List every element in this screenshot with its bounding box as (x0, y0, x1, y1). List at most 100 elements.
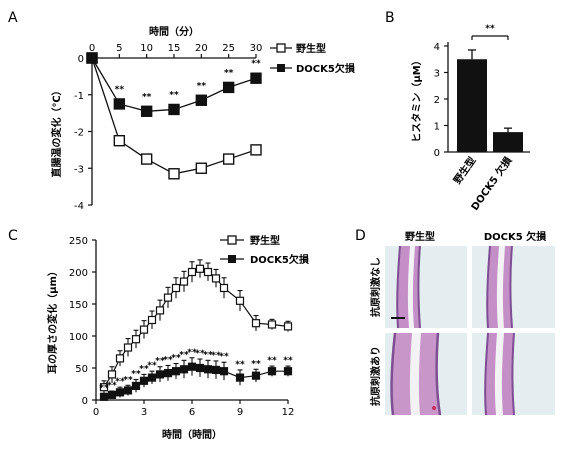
data-point (283, 367, 293, 376)
panel-d-row-label-stim: 抗原刺激あり (369, 346, 382, 406)
significance-marker: ** (115, 85, 125, 95)
data-point (163, 369, 173, 378)
data-point (131, 381, 141, 391)
data-point (251, 319, 261, 328)
panel-d-col-label-wt: 野生型 (405, 230, 435, 243)
panel-c-legend: 野生型 DOCK5欠損 (220, 234, 310, 266)
data-point (235, 296, 245, 305)
panel-a-chart: 0 5 10 15 20 25 30 0 -1 -2 -3 -4 時間（分） 直腸温の変化（℃） ** ** *… (50, 25, 262, 212)
significance-marker: ** (197, 81, 207, 91)
data-point (113, 98, 126, 110)
significance-marker: ** (203, 350, 213, 360)
data-point (140, 105, 153, 117)
data-point (267, 367, 277, 376)
data-point (168, 103, 180, 116)
bar (493, 132, 523, 152)
significance-marker: ** (171, 354, 181, 364)
panel-letter-a: A (8, 10, 18, 26)
y-tick-label: 0 (434, 148, 440, 159)
significance-marker: ** (123, 375, 133, 385)
data-point (123, 343, 133, 352)
data-point (235, 373, 245, 382)
significance-marker: ** (211, 351, 221, 361)
x-tick-label: 0 (93, 407, 99, 418)
y-tick-label: 200 (69, 268, 88, 279)
data-point (115, 354, 125, 363)
data-point (195, 264, 205, 273)
x-tick-label: 9 (237, 407, 243, 418)
significance-marker: ** (142, 92, 152, 102)
data-point (211, 365, 221, 375)
y-tick-label: 1 (434, 122, 440, 133)
y-tick-label: 50 (75, 364, 88, 375)
significance-marker: ** (187, 348, 197, 358)
significance-marker: ** (99, 384, 109, 394)
data-point (222, 81, 235, 94)
data-point (99, 392, 109, 401)
data-point (250, 72, 262, 84)
x-tick-label: 0 (89, 43, 95, 54)
data-point (115, 388, 125, 397)
data-point (155, 370, 165, 379)
data-point (139, 376, 149, 385)
y-tick-label: -2 (74, 128, 84, 139)
panel-d-row-label-unstim: 抗原刺激なし (369, 257, 382, 317)
x-tick-label: 15 (168, 43, 181, 54)
data-point (123, 386, 133, 395)
data-point (179, 277, 189, 286)
y-tick-label: 3 (434, 69, 440, 80)
significance-marker: ** (224, 68, 234, 78)
data-point (131, 335, 141, 344)
data-point (195, 94, 208, 106)
data-point (171, 283, 181, 293)
significance-marker: ** (139, 364, 149, 374)
data-point (147, 315, 157, 325)
panel-d-col-label-ko: DOCK5 欠損 (484, 230, 547, 243)
significance-marker: ** (251, 59, 261, 69)
legend-wt-marker (276, 43, 286, 53)
y-tick-label: -1 (74, 91, 84, 102)
y-axis-title: ヒスタミン（μM） (410, 55, 423, 142)
legend-ko-label: DOCK5欠損 (296, 62, 356, 75)
data-point (250, 144, 262, 156)
data-point (219, 283, 229, 293)
data-point (140, 153, 153, 165)
data-point (163, 293, 173, 302)
y-tick-label: 4 (434, 42, 440, 53)
significance-marker: ** (283, 356, 293, 366)
significance-marker: ** (155, 357, 165, 367)
legend-wt-label: 野生型 (296, 42, 326, 55)
x-axis-title: 時間（時間） (162, 428, 222, 441)
significance-marker: ** (251, 359, 261, 369)
significance-marker: ** (219, 352, 229, 362)
legend-ko-marker (277, 64, 285, 72)
significance-marker: ** (179, 350, 189, 360)
data-point (86, 52, 98, 64)
y-tick-label: 0 (78, 54, 84, 65)
y-tick-label: 2 (434, 95, 440, 106)
y-tick-label: 150 (69, 300, 88, 311)
legend-c-ko-marker (228, 255, 236, 263)
histology-ko-unstimulated (472, 245, 555, 329)
category-label: 野生型 (451, 154, 479, 186)
data-point (187, 267, 197, 277)
histology-wt-unstimulated (385, 245, 467, 329)
significance-marker: ** (115, 377, 125, 387)
significance-marker: ** (235, 360, 245, 370)
panel-d-histology: 野生型 DOCK5 欠損 抗原刺激なし 抗原刺激あり (369, 230, 555, 416)
significance-marker: ** (131, 370, 141, 380)
significance-marker: ** (107, 381, 117, 391)
data-point (168, 168, 180, 180)
legend-c-wt-label: 野生型 (250, 234, 280, 247)
bar (457, 59, 487, 152)
data-point (211, 274, 221, 283)
significance-marker: ** (485, 24, 495, 34)
x-tick-label: 5 (116, 43, 122, 54)
significance-marker: ** (169, 90, 179, 100)
x-tick-label: 10 (140, 43, 153, 54)
data-point (195, 363, 205, 373)
y-tick-label: 250 (69, 236, 88, 247)
y-axis-title: 直腸温の変化（℃） (50, 85, 63, 177)
